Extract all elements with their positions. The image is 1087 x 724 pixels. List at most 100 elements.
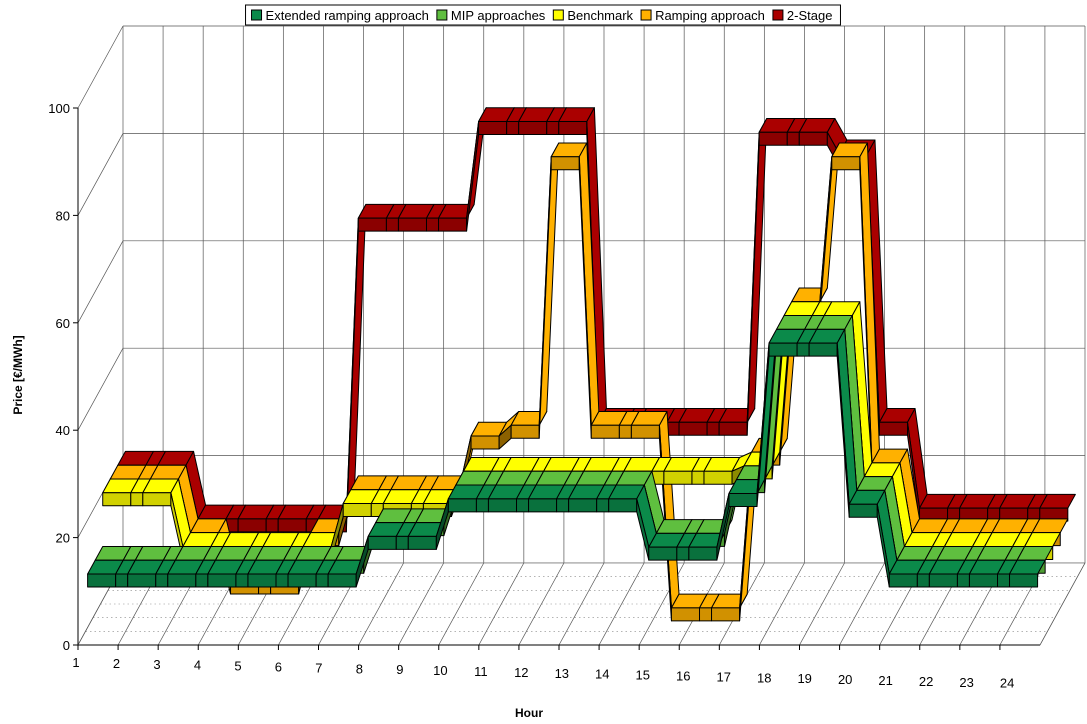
ribbon-front-segment [407,535,437,550]
ribbon-front-segment [848,503,878,518]
ribbon-front-segment [470,435,500,450]
floor-gridline [478,562,525,646]
ribbon-front-segment [102,492,132,507]
legend-box [245,4,841,26]
x-tick-label: 22 [919,674,933,689]
ribbon-front-segment [676,546,690,561]
x-tick-label: 9 [396,662,403,677]
left-wall-gridline-100 [77,25,124,109]
ribbon-front-segment [831,156,861,171]
x-tick-label: 17 [716,669,730,684]
x-tick-label: 8 [356,661,363,676]
ribbon-front-segment [518,121,548,136]
ribbon-front-segment [798,131,828,146]
ribbon-front-segment [385,217,399,232]
ribbon-front-segment [691,470,705,485]
legend-swatch [251,9,263,21]
ribbon-top-segment [746,117,768,423]
ribbon-front-segment [425,217,440,232]
ribbon-front-segment [568,498,598,513]
left-wall-gridline-80 [77,133,124,216]
ribbon-front-segment [207,573,237,588]
left-wall-gridline-40 [77,348,124,431]
ribbon-front-segment [1039,507,1069,522]
x-tick-label: 5 [234,659,241,674]
x-tick-label: 15 [636,668,650,683]
ribbon-front-segment [510,424,540,439]
ribbon-front-segment [447,498,477,513]
y-tick-label: 100 [48,101,70,116]
ribbon-front-segment [711,607,741,622]
ribbon-front-segment [342,502,372,517]
ribbon-front-segment [618,424,632,439]
ribbon-front-segment [648,546,678,561]
ribbon-front-segment [699,607,713,622]
chart-ribbons [87,107,1076,622]
ribbon-front-segment [688,546,718,561]
ribbon-front-segment [235,573,249,588]
floor-gridline [558,562,605,646]
floor-gridline [839,562,885,646]
ribbon-front-segment [706,421,720,436]
ribbon-front-segment [528,498,558,513]
floor-gridline [398,562,444,646]
ribbon-front-segment [928,573,958,588]
ribbon-front-segment [475,498,489,513]
ribbon-front-segment [195,573,209,588]
ribbon-front-segment [327,573,357,588]
ribbon-front-segment [718,421,748,436]
y-tick-label: 0 [63,638,70,653]
ribbon-front-segment [808,342,838,357]
x-tick-label: 7 [315,660,322,675]
ribbon-front-segment [703,470,733,485]
x-tick-label: 13 [555,666,569,681]
y-tick-label: 40 [56,423,70,438]
ribbon-front-segment [888,573,918,588]
ribbon-front-segment [506,121,520,136]
y-tick-label: 80 [56,208,70,223]
x-tick-label: 10 [433,663,447,678]
ribbon-front-segment [550,156,580,171]
ribbon-front-segment [247,573,277,588]
ribbon-front-segment [265,518,279,533]
ribbon-front-segment [357,217,387,232]
ribbon-front-segment [130,492,144,507]
ribbon-front-segment [670,607,701,622]
ribbon-front-segment [478,121,508,136]
ribbon-front-segment [956,573,970,588]
ribbon-front-segment [786,131,800,146]
ribbon-front-segment [87,573,117,588]
chart-axes: 1 2 3 4 5 6 7 8 9 10 11 12 13 14 15 16 17 18 19 20 21 22 23 240… [48,101,1040,691]
ribbon-front-segment [997,573,1011,588]
legend-entry: Extended ramping approach [266,8,429,23]
ribbon-front-segment [155,573,169,588]
floor-gridline [518,562,565,646]
ribbon-front-segment [1009,573,1039,588]
legend-swatch [772,9,784,21]
x-axis-title: Hour [515,706,543,720]
ribbon-front-segment [663,470,693,485]
ribbon-front-segment [275,573,289,588]
x-tick-label: 3 [153,657,160,672]
ribbon-front-segment [367,535,397,550]
ribbon-front-segment [758,131,788,146]
legend-entry: Ramping approach [655,8,765,23]
x-tick-label: 23 [959,675,973,690]
x-tick-label: 21 [878,673,892,688]
x-tick-label: 20 [838,672,852,687]
y-tick-label: 20 [56,531,70,546]
x-tick-label: 1 [72,655,79,670]
x-tick-label: 2 [113,656,120,671]
ribbon-front-segment [768,342,798,357]
y-axis-title: Price [€/MWh] [11,335,25,414]
legend-entry: MIP approaches [451,8,546,23]
ribbon-front-segment [590,424,620,439]
ribbon-front-segment [237,518,267,533]
legend-entry: 2-Stage [787,8,833,23]
ribbon-front-segment [878,421,908,436]
floor-gridline [598,562,645,646]
y-tick-label: 60 [56,316,70,331]
x-tick-label: 12 [514,665,528,680]
